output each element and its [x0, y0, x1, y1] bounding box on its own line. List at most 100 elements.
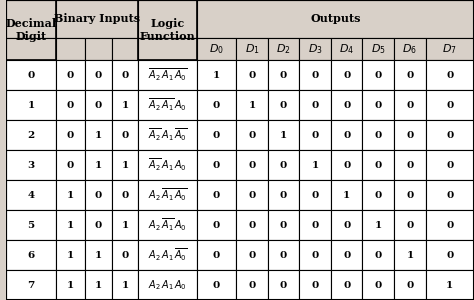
Bar [394, 120, 426, 150]
Text: 0: 0 [311, 190, 319, 200]
Text: 1: 1 [248, 100, 255, 109]
Bar [331, 210, 363, 240]
Bar [197, 0, 474, 38]
Text: 0: 0 [121, 250, 129, 260]
Bar [394, 240, 426, 270]
Text: 0: 0 [280, 190, 287, 200]
Bar [394, 210, 426, 240]
Text: 0: 0 [280, 250, 287, 260]
Text: 0: 0 [406, 220, 413, 230]
Text: $D_2$: $D_2$ [276, 42, 291, 56]
Bar [55, 150, 85, 180]
Text: 0: 0 [121, 190, 129, 200]
Text: $A_2\,A_1\,A_0$: $A_2\,A_1\,A_0$ [148, 278, 187, 292]
Text: 1: 1 [67, 190, 74, 200]
Bar [363, 270, 394, 300]
Text: 0: 0 [374, 280, 382, 290]
Text: 0: 0 [27, 70, 35, 80]
Text: 1: 1 [343, 190, 350, 200]
Text: 0: 0 [343, 70, 350, 80]
Bar [268, 90, 299, 120]
Text: 0: 0 [343, 280, 350, 290]
Bar [55, 270, 85, 300]
Text: $\overline{A_2}\,\overline{A_1}\,\overline{A_0}$: $\overline{A_2}\,\overline{A_1}\,\overli… [148, 67, 187, 83]
Text: 1: 1 [121, 160, 129, 169]
Text: $\overline{A_2}\,A_1\,A_0$: $\overline{A_2}\,A_1\,A_0$ [148, 157, 187, 173]
Bar [55, 38, 85, 60]
Text: Binary Inputs: Binary Inputs [54, 14, 140, 25]
Bar [331, 60, 363, 90]
Bar [268, 180, 299, 210]
Bar [85, 270, 112, 300]
Text: $D_6$: $D_6$ [402, 42, 417, 56]
Bar [363, 210, 394, 240]
Bar [268, 38, 299, 60]
Text: 0: 0 [374, 250, 382, 260]
Bar [268, 60, 299, 90]
Text: 0: 0 [406, 190, 413, 200]
Text: 0: 0 [121, 130, 129, 140]
Bar [363, 240, 394, 270]
Text: 0: 0 [406, 160, 413, 169]
Text: 0: 0 [95, 220, 102, 230]
Bar [236, 120, 268, 150]
Text: 0: 0 [374, 130, 382, 140]
Text: $A_2\,\overline{A_1}\,A_0$: $A_2\,\overline{A_1}\,A_0$ [148, 217, 187, 233]
Bar [331, 240, 363, 270]
Bar [85, 180, 112, 210]
Text: 1: 1 [121, 100, 129, 109]
Text: 0: 0 [311, 100, 319, 109]
Text: 0: 0 [406, 130, 413, 140]
Bar [363, 90, 394, 120]
Bar [6, 210, 55, 240]
Text: 1: 1 [121, 280, 129, 290]
Bar [363, 150, 394, 180]
Bar [299, 90, 331, 120]
Text: 0: 0 [406, 70, 413, 80]
Bar [236, 60, 268, 90]
Text: 0: 0 [446, 220, 454, 230]
Text: 0: 0 [213, 220, 220, 230]
Bar [268, 210, 299, 240]
Bar [236, 150, 268, 180]
Text: 0: 0 [67, 130, 74, 140]
Bar [138, 60, 197, 90]
Bar [426, 270, 474, 300]
Text: 0: 0 [343, 250, 350, 260]
Bar [426, 120, 474, 150]
Text: Logic
Function: Logic Function [140, 18, 195, 42]
Bar [112, 210, 138, 240]
Bar [236, 270, 268, 300]
Text: 0: 0 [311, 130, 319, 140]
Text: 0: 0 [311, 70, 319, 80]
Bar [394, 150, 426, 180]
Text: 0: 0 [213, 130, 220, 140]
Bar [394, 38, 426, 60]
Text: $D_5$: $D_5$ [371, 42, 386, 56]
Text: 0: 0 [213, 280, 220, 290]
Text: 0: 0 [343, 100, 350, 109]
Text: $A_2\,A_1\,\overline{A_0}$: $A_2\,A_1\,\overline{A_0}$ [148, 247, 187, 263]
Text: 0: 0 [248, 190, 255, 200]
Text: 0: 0 [248, 70, 255, 80]
Text: 0: 0 [311, 250, 319, 260]
Text: 0: 0 [446, 100, 454, 109]
Text: 0: 0 [67, 100, 74, 109]
Text: 0: 0 [248, 130, 255, 140]
Bar [363, 60, 394, 90]
Bar [299, 240, 331, 270]
Bar [236, 240, 268, 270]
Bar [236, 90, 268, 120]
Text: 1: 1 [374, 220, 382, 230]
Text: 0: 0 [248, 220, 255, 230]
Bar [55, 240, 85, 270]
Text: 0: 0 [280, 280, 287, 290]
Bar [112, 120, 138, 150]
Text: $D_4$: $D_4$ [339, 42, 354, 56]
Text: 3: 3 [27, 160, 35, 169]
Bar [138, 120, 197, 150]
Text: 0: 0 [213, 100, 220, 109]
Bar [268, 240, 299, 270]
Text: 0: 0 [95, 100, 102, 109]
Bar [236, 180, 268, 210]
